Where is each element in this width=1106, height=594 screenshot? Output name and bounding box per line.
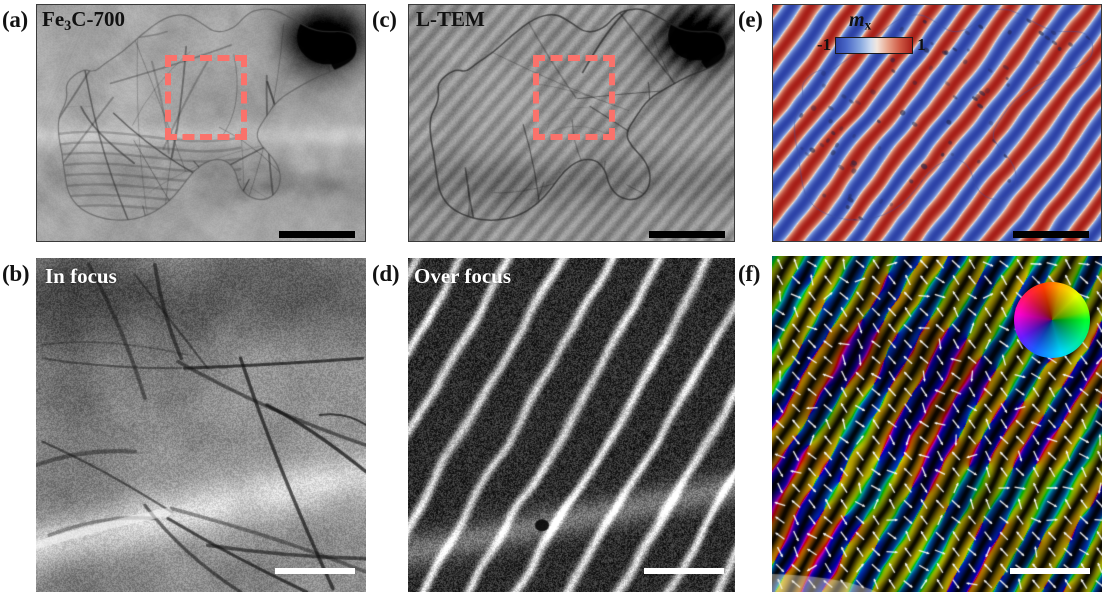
panel-label-b: (b)	[2, 261, 30, 286]
colorbar-title-symbol: m	[849, 9, 865, 31]
panel-c-lorentz-tem	[408, 4, 735, 242]
panel-label-c: (c)	[372, 7, 397, 32]
panel-d-over-focus-tem	[408, 258, 735, 592]
colorbar-min-label: -1	[817, 35, 832, 54]
colorbar: -1 1	[817, 35, 926, 55]
scale-bar-e	[1013, 231, 1089, 238]
color-wheel-icon	[1014, 282, 1090, 358]
roi-dashed-box-a	[165, 55, 247, 140]
scale-bar-d	[644, 568, 724, 574]
colorbar-title: mx	[849, 9, 871, 34]
panel-b-title: In focus	[45, 264, 117, 288]
scale-bar-f	[1010, 568, 1090, 574]
panel-f-induction-map	[772, 256, 1102, 592]
scale-bar-a	[279, 231, 355, 238]
colorbar-title-sub: x	[864, 17, 872, 33]
panel-b-in-focus-tem	[36, 258, 366, 592]
colorbar-max-label: 1	[917, 35, 926, 54]
panel-c-title: L-TEM	[416, 7, 485, 31]
panel-a-title-sub: 3	[64, 17, 72, 34]
panel-a-title-main: Fe	[42, 7, 65, 31]
colorbar-gradient	[835, 36, 914, 54]
panel-label-a: (a)	[2, 7, 28, 32]
panel-label-f: (f)	[738, 261, 761, 286]
scale-bar-c	[649, 231, 725, 238]
panel-label-d: (d)	[372, 261, 400, 286]
roi-dashed-box-c	[533, 55, 615, 140]
panel-a-bright-field-tem	[36, 4, 366, 242]
panel-label-e: (e)	[738, 7, 763, 32]
panel-a-title-rest: C-700	[71, 7, 125, 31]
panel-d-title: Over focus	[414, 264, 512, 288]
panel-e-magnetization-map: mx -1 1	[772, 4, 1102, 242]
panel-a-title: Fe3C-700	[42, 7, 125, 34]
scale-bar-b	[275, 568, 355, 574]
